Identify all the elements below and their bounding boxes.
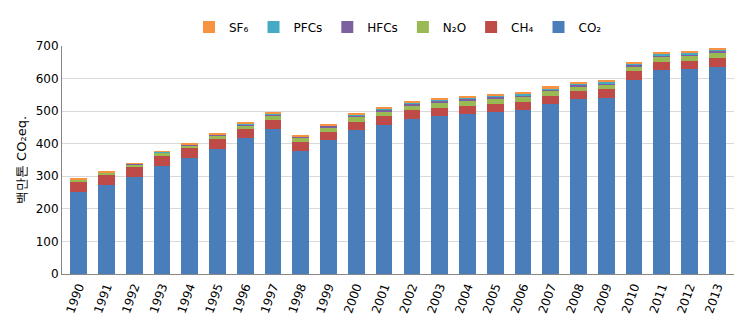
svg-text:1993: 1993 — [147, 282, 171, 315]
svg-text:2012: 2012 — [674, 282, 698, 315]
svg-text:CO₂: CO₂ — [579, 21, 602, 35]
svg-text:1997: 1997 — [258, 282, 282, 315]
svg-text:PFCs: PFCs — [294, 21, 323, 35]
svg-text:2005: 2005 — [480, 282, 504, 315]
svg-text:2004: 2004 — [452, 282, 476, 315]
svg-text:1998: 1998 — [286, 282, 310, 315]
svg-text:HFCs: HFCs — [367, 21, 398, 35]
svg-text:N₂O: N₂O — [443, 21, 466, 35]
svg-text:SF₆: SF₆ — [229, 21, 249, 35]
svg-text:1994: 1994 — [175, 282, 199, 315]
svg-text:500: 500 — [36, 104, 59, 118]
svg-text:2001: 2001 — [369, 282, 393, 315]
svg-text:2013: 2013 — [702, 282, 726, 315]
svg-text:1992: 1992 — [119, 282, 143, 315]
svg-text:2002: 2002 — [397, 282, 421, 315]
svg-text:0: 0 — [51, 267, 59, 281]
svg-text:2011: 2011 — [647, 282, 671, 315]
svg-text:600: 600 — [36, 72, 59, 86]
svg-text:400: 400 — [36, 137, 59, 151]
svg-text:2000: 2000 — [341, 282, 365, 315]
svg-text:2007: 2007 — [536, 282, 560, 315]
svg-text:700: 700 — [36, 39, 59, 53]
svg-text:2006: 2006 — [508, 282, 532, 315]
svg-text:1995: 1995 — [202, 282, 226, 315]
svg-text:1996: 1996 — [230, 282, 254, 315]
svg-text:300: 300 — [36, 169, 59, 183]
svg-text:100: 100 — [36, 235, 59, 249]
svg-text:200: 200 — [36, 202, 59, 216]
svg-text:1999: 1999 — [313, 282, 337, 315]
svg-text:2010: 2010 — [619, 282, 643, 315]
svg-text:2009: 2009 — [591, 282, 615, 315]
svg-text:백만톤 CO₂eq.: 백만톤 CO₂eq. — [14, 116, 29, 204]
svg-text:CH₄: CH₄ — [511, 21, 533, 35]
svg-text:2003: 2003 — [425, 282, 449, 315]
svg-text:2008: 2008 — [563, 282, 587, 315]
svg-text:1991: 1991 — [91, 282, 115, 315]
svg-text:1990: 1990 — [64, 282, 88, 315]
